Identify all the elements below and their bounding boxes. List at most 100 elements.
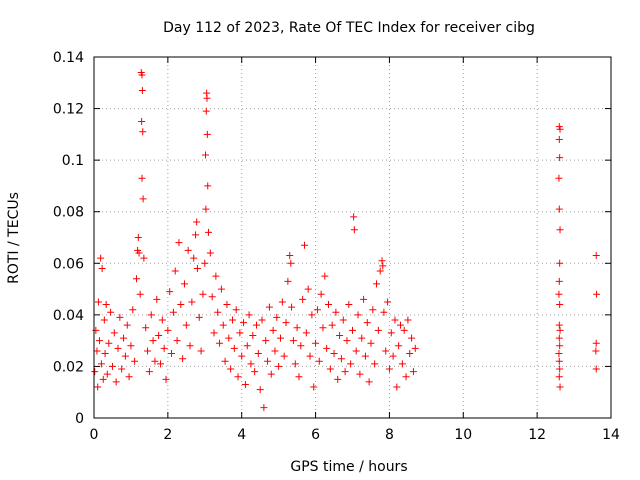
y-axis-title: ROTI / TECUs bbox=[6, 192, 22, 284]
data-point bbox=[236, 329, 244, 337]
data-point bbox=[251, 368, 259, 376]
x-axis-tick-labels: 0 2 4 6 8 10 12 14 bbox=[90, 427, 620, 443]
data-point bbox=[555, 350, 563, 358]
data-point bbox=[221, 357, 229, 365]
data-point bbox=[136, 290, 144, 298]
data-point bbox=[395, 342, 403, 350]
data-point bbox=[107, 308, 115, 316]
x-tick-label: 0 bbox=[90, 427, 99, 443]
data-point bbox=[363, 319, 371, 327]
data-point bbox=[555, 277, 563, 285]
x-tick-label: 2 bbox=[163, 427, 172, 443]
data-point bbox=[105, 339, 113, 347]
data-point bbox=[288, 303, 296, 311]
y-axis-tick-labels: 0 0.02 0.04 0.06 0.08 0.1 0.12 0.14 bbox=[53, 50, 84, 427]
data-point bbox=[247, 360, 255, 368]
data-point bbox=[225, 334, 233, 342]
data-point bbox=[371, 360, 379, 368]
data-point bbox=[151, 357, 159, 365]
data-point bbox=[125, 373, 133, 381]
data-point bbox=[334, 375, 342, 383]
data-point bbox=[402, 373, 410, 381]
data-point bbox=[186, 342, 194, 350]
data-point bbox=[254, 350, 262, 358]
data-point bbox=[206, 249, 214, 257]
data-point bbox=[179, 355, 187, 363]
data-point bbox=[245, 311, 253, 319]
data-point bbox=[249, 331, 257, 339]
data-point bbox=[356, 370, 364, 378]
y-tick-label: 0.14 bbox=[53, 50, 84, 66]
data-point bbox=[227, 365, 235, 373]
data-point bbox=[556, 365, 564, 373]
data-point bbox=[241, 380, 249, 388]
data-point bbox=[202, 151, 210, 159]
y-tick-label: 0.02 bbox=[53, 359, 84, 375]
y-tick-label: 0.08 bbox=[53, 205, 84, 221]
data-point bbox=[199, 290, 207, 298]
data-point bbox=[123, 321, 131, 329]
data-point bbox=[369, 306, 377, 314]
data-point bbox=[168, 350, 176, 358]
data-point bbox=[350, 213, 358, 221]
data-point bbox=[555, 136, 563, 144]
chart-title: Day 112 of 2023, Rate Of TEC Index for r… bbox=[163, 20, 535, 36]
data-points bbox=[91, 68, 601, 412]
data-point bbox=[374, 326, 382, 334]
data-point bbox=[230, 344, 238, 352]
data-point bbox=[408, 334, 416, 342]
data-point bbox=[310, 383, 318, 391]
data-point bbox=[192, 231, 200, 239]
data-point bbox=[278, 298, 286, 306]
data-point bbox=[264, 357, 272, 365]
data-point bbox=[101, 350, 109, 358]
data-point bbox=[260, 404, 268, 412]
data-point bbox=[336, 331, 344, 339]
data-point bbox=[188, 298, 196, 306]
data-point bbox=[555, 334, 563, 342]
data-point bbox=[131, 357, 139, 365]
data-point bbox=[145, 368, 153, 376]
data-point bbox=[360, 295, 368, 303]
data-point bbox=[202, 205, 210, 213]
data-point bbox=[332, 308, 340, 316]
data-point bbox=[269, 326, 277, 334]
data-point bbox=[555, 321, 563, 329]
data-point bbox=[282, 319, 290, 327]
data-point bbox=[367, 339, 375, 347]
data-point bbox=[271, 347, 279, 355]
data-point bbox=[354, 311, 362, 319]
data-point bbox=[373, 280, 381, 288]
data-point bbox=[193, 218, 201, 226]
data-point bbox=[182, 321, 190, 329]
data-point bbox=[267, 370, 275, 378]
x-tick-label: 8 bbox=[385, 427, 394, 443]
data-point bbox=[326, 365, 334, 373]
data-point bbox=[387, 329, 395, 337]
data-point bbox=[404, 316, 412, 324]
data-point bbox=[592, 365, 600, 373]
y-tick-label: 0.06 bbox=[53, 256, 84, 272]
data-point bbox=[397, 321, 405, 329]
data-point bbox=[556, 125, 564, 133]
data-point bbox=[280, 352, 288, 360]
data-point bbox=[393, 383, 401, 391]
data-point bbox=[94, 383, 102, 391]
data-point bbox=[556, 154, 564, 162]
data-point bbox=[190, 254, 198, 262]
data-point bbox=[219, 321, 227, 329]
data-point bbox=[92, 326, 100, 334]
data-point bbox=[110, 329, 118, 337]
data-point bbox=[100, 316, 108, 324]
data-point bbox=[147, 311, 155, 319]
data-point bbox=[328, 321, 336, 329]
data-point bbox=[114, 344, 122, 352]
data-point bbox=[156, 360, 164, 368]
data-point bbox=[380, 308, 388, 316]
data-point bbox=[177, 301, 185, 309]
data-point bbox=[555, 290, 563, 298]
data-point bbox=[118, 365, 126, 373]
data-point bbox=[555, 174, 563, 182]
data-point bbox=[228, 316, 236, 324]
data-point bbox=[153, 295, 161, 303]
